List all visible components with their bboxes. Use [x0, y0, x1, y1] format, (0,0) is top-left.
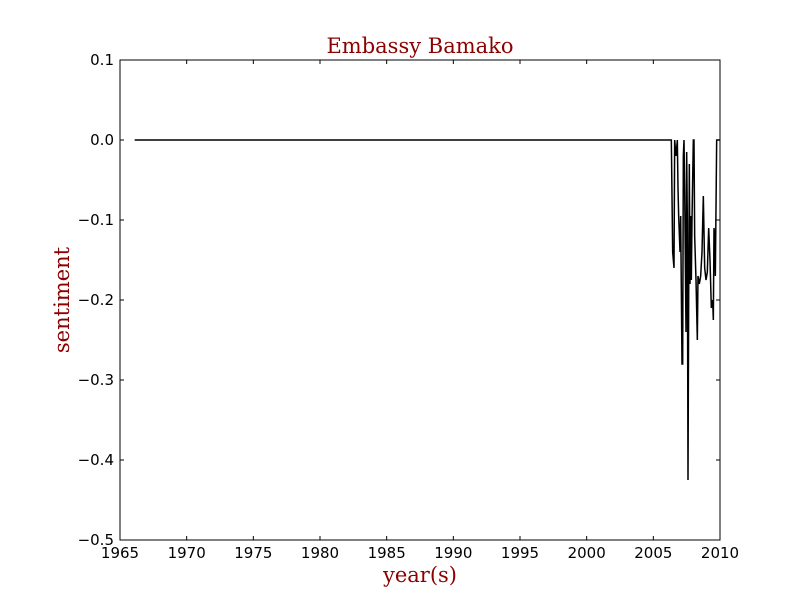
y-tick-label: −0.2 [78, 291, 114, 309]
x-tick-label: 2005 [634, 544, 672, 562]
x-tick-label: 1980 [301, 544, 339, 562]
x-tick-label: 1965 [101, 544, 139, 562]
chart-title: Embassy Bamako [326, 34, 513, 58]
x-tick-label: 1985 [368, 544, 406, 562]
ticks-layer: 1965 1970 1975 1980 1985 1990 1995 2000 2005 2010… [78, 51, 740, 562]
x-tick-label: 1995 [501, 544, 539, 562]
x-tick-label: 1970 [168, 544, 206, 562]
y-tick-label: 0.1 [90, 51, 114, 69]
y-tick-label: −0.5 [78, 531, 114, 549]
x-tick-label: 2010 [701, 544, 739, 562]
series-line [134, 139, 720, 481]
y-tick-label: 0.0 [90, 131, 114, 149]
y-tick-label: −0.3 [78, 371, 114, 389]
x-tick-label: 2000 [568, 544, 606, 562]
plot-frame [119, 59, 721, 541]
x-axis-label: year(s) [382, 563, 457, 587]
y-axis-label: sentiment [50, 246, 74, 353]
x-tick-label: 1975 [234, 544, 272, 562]
y-tick-label: −0.1 [78, 211, 114, 229]
x-tick-label: 1990 [434, 544, 472, 562]
y-tick-label: −0.4 [78, 451, 114, 469]
